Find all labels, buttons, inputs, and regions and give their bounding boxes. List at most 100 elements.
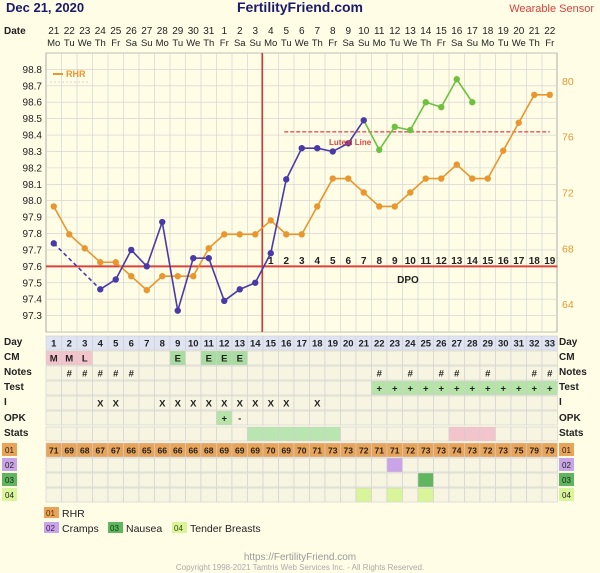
- nausea-row-cell: [185, 472, 202, 488]
- top-weekday: Mo: [47, 38, 60, 49]
- row-code-left-text: 02: [5, 461, 14, 470]
- tender-row-cell: [92, 487, 109, 503]
- luteal-line-label: Luteal Line: [329, 138, 372, 147]
- cramps-row-cell: [92, 457, 109, 473]
- day-cell-text: 9: [175, 339, 180, 350]
- rhr-point: [252, 231, 259, 238]
- stats-cell: [479, 426, 496, 442]
- top-weekday: Fr: [545, 38, 554, 49]
- cramps-row-cell: [123, 457, 140, 473]
- left-axis-tick: 98.4: [23, 131, 43, 142]
- cramps-row-cell: [231, 457, 248, 473]
- tender-row-cell: [526, 487, 543, 503]
- day-cell-text: 24: [405, 339, 416, 350]
- top-date: 24: [95, 26, 107, 37]
- top-date: 23: [79, 26, 91, 37]
- tender-row-cell: [138, 487, 155, 503]
- day-cell-text: 5: [113, 339, 119, 350]
- tender-row-cell: [61, 487, 78, 503]
- temp-point: [50, 240, 57, 247]
- left-axis-tick: 98.0: [23, 196, 43, 207]
- notes-cell: [247, 365, 264, 381]
- top-date: 10: [358, 26, 370, 37]
- cramps-row-cell: [61, 457, 78, 473]
- temp-segment: [409, 101, 427, 131]
- test-cell: [309, 380, 326, 396]
- footer-url[interactable]: https://FertilityFriend.com: [244, 552, 356, 563]
- cm-cell: [278, 350, 295, 366]
- row-code-left: [2, 458, 17, 471]
- intercourse-cell: [510, 395, 527, 411]
- left-axis-tick: 98.2: [23, 163, 43, 174]
- intercourse-cell: [371, 395, 388, 411]
- opk-cell: [340, 410, 357, 426]
- nausea-row-cell: [479, 472, 496, 488]
- rhr-row-cell-text: 70: [266, 446, 276, 456]
- temp-segment: [456, 78, 473, 103]
- cramps-row-cell: [464, 457, 481, 473]
- top-date: 1: [221, 26, 227, 37]
- left-axis-tick: 98.1: [23, 180, 43, 191]
- top-weekday: Fr: [111, 38, 120, 49]
- notes-cell: [154, 365, 171, 381]
- cramps-row-cell: [247, 457, 264, 473]
- notes-cell-text: #: [113, 369, 119, 380]
- notes-cell: [541, 365, 558, 381]
- notes-cell-text: #: [454, 369, 460, 380]
- opk-cell: [278, 410, 295, 426]
- stats-cell: [138, 426, 155, 442]
- day-cell-text: 3: [82, 339, 87, 350]
- cramps-row-cell: [107, 457, 124, 473]
- row-code-right: [559, 443, 574, 456]
- tender-row-cell: [340, 487, 357, 503]
- site-title[interactable]: FertilityFriend.com: [237, 0, 363, 15]
- temp-point: [143, 263, 150, 270]
- intercourse-cell: [45, 395, 62, 411]
- top-date: 30: [188, 26, 200, 37]
- tender-row-cell: [154, 487, 171, 503]
- test-cell: [200, 380, 217, 396]
- day-cell-text: 7: [144, 339, 149, 350]
- temp-point: [112, 276, 119, 283]
- intercourse-cell-text: X: [237, 399, 244, 410]
- notes-row-label: Notes: [4, 367, 32, 378]
- row-code-left: [2, 473, 17, 486]
- rhr-row-cell-text: 72: [483, 446, 493, 456]
- top-date: 18: [482, 26, 494, 37]
- stats-cell: [448, 426, 465, 442]
- nausea-row-cell: [278, 472, 295, 488]
- legend-nausea-code: 03: [110, 524, 119, 533]
- top-weekday: Su: [249, 38, 261, 49]
- nausea-row-cell: [76, 472, 93, 488]
- cramps-row-cell: [355, 457, 372, 473]
- cm-cell-text: E: [221, 354, 227, 365]
- notes-cell-text: #: [485, 369, 491, 380]
- day-cell-text: 31: [513, 339, 524, 350]
- intercourse-cell-text: X: [221, 399, 228, 410]
- top-date: 8: [330, 26, 336, 37]
- nausea-row-cell: [45, 472, 62, 488]
- tender-row-cell: [247, 487, 264, 503]
- cramps-row-cell: [262, 457, 279, 473]
- top-date: 9: [345, 26, 351, 37]
- opk-cell: [200, 410, 217, 426]
- opk-cell: [371, 410, 388, 426]
- chart-rows: 1 2 3 4 5 6 7 8 9 10 11 12 13 14 15 16 17 18 19 20 21 22 23 24 2…: [2, 335, 574, 503]
- legend-cramps-swatch: [44, 522, 59, 533]
- top-weekday: Fr: [220, 38, 229, 49]
- top-date: 28: [157, 26, 169, 37]
- nausea-row-cell: [92, 472, 109, 488]
- rhr-point: [407, 189, 414, 196]
- cm-cell: [154, 350, 171, 366]
- top-weekday: Fr: [437, 38, 446, 49]
- rhr-point: [546, 91, 553, 99]
- temp-point: [422, 99, 429, 106]
- nausea-row-cell: [154, 472, 171, 488]
- cm-cell: [541, 350, 558, 366]
- stats-cell: [510, 426, 527, 442]
- rhr-row-cell-text: 71: [313, 446, 323, 456]
- rhr-row-cell-text: 73: [468, 446, 478, 456]
- temp-segment: [223, 288, 241, 302]
- nausea-row-cell: [324, 472, 341, 488]
- top-weekday: Mo: [156, 38, 169, 49]
